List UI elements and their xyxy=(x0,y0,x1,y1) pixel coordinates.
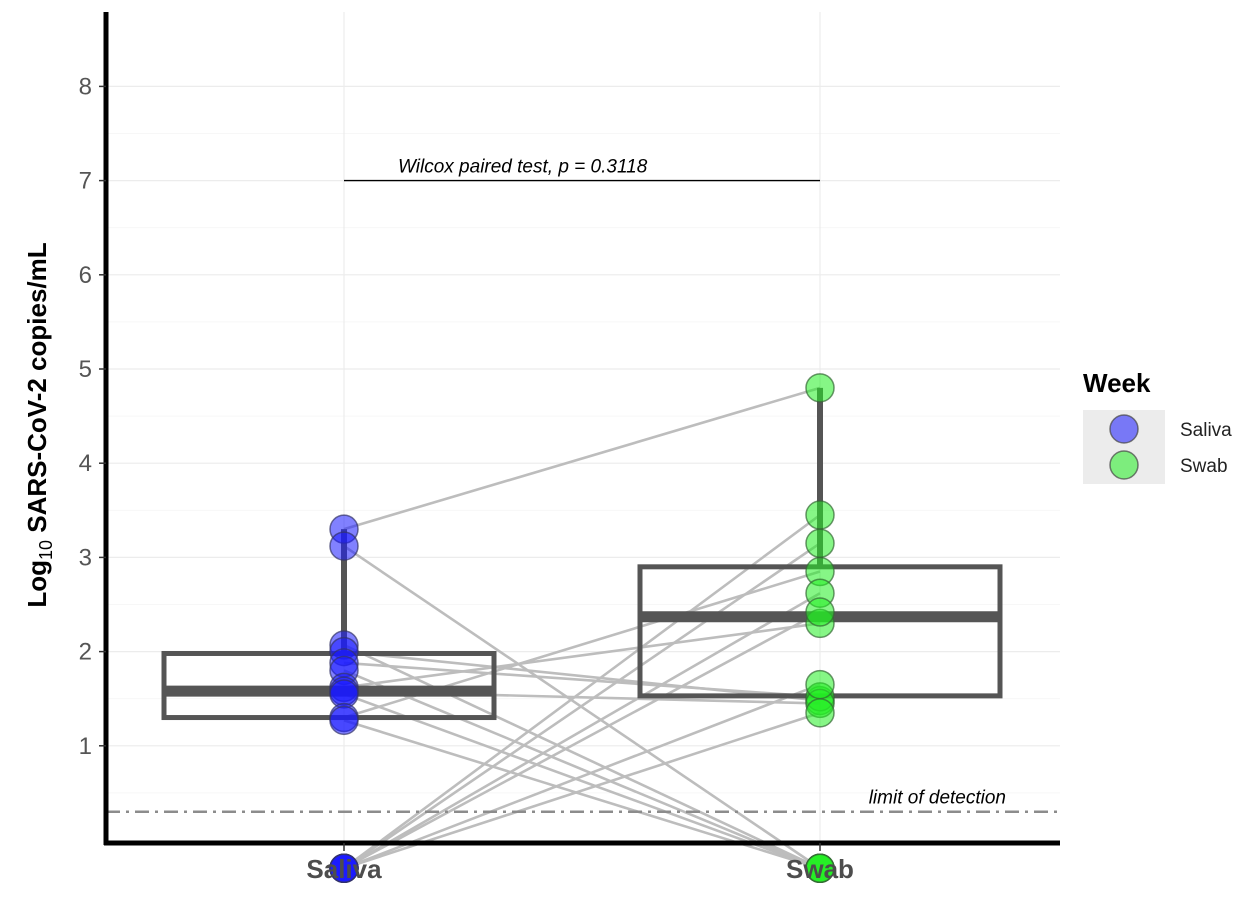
paired-lines xyxy=(343,386,821,870)
y-tick-label: 3 xyxy=(79,544,92,571)
legend-key-swab xyxy=(1109,450,1139,480)
point-swab xyxy=(805,597,835,627)
x-tick-label: Saliva xyxy=(306,854,382,884)
point-saliva xyxy=(329,853,359,884)
legend: Week Saliva Swab xyxy=(1083,368,1232,484)
boxplots xyxy=(161,387,1003,721)
paired-line xyxy=(343,692,821,870)
legend-label-saliva: Saliva xyxy=(1180,420,1232,441)
y-tick-label: 8 xyxy=(79,73,92,100)
point-swab xyxy=(805,669,835,700)
point-swab xyxy=(805,853,835,884)
y-tick-label: 1 xyxy=(79,733,92,760)
test-annotation-label: Wilcox paired test, p = 0.3118 xyxy=(398,157,648,178)
point-swab xyxy=(805,528,835,559)
legend-key-saliva xyxy=(1109,414,1139,444)
paired-line xyxy=(343,643,821,870)
paired-line xyxy=(343,386,821,531)
limit-of-detection-label: limit of detection xyxy=(869,788,1006,809)
paired-line xyxy=(343,542,821,870)
point-swab xyxy=(805,500,835,530)
x-tick-label: Swab xyxy=(786,854,854,884)
point-saliva xyxy=(329,531,359,561)
point-swab xyxy=(805,373,835,403)
y-tick-labels: 1 2 3 4 5 6 7 8 xyxy=(79,73,106,760)
paired-line xyxy=(343,683,821,870)
axes xyxy=(103,12,1060,846)
y-tick-label: 6 xyxy=(79,262,92,289)
x-tick-labels: Saliva Swab xyxy=(306,843,854,884)
y-tick-label: 5 xyxy=(79,356,92,383)
test-annotation: Wilcox paired test, p = 0.3118 xyxy=(344,157,820,182)
limit-of-detection-line: limit of detection xyxy=(106,788,1060,814)
paired-line xyxy=(343,610,821,870)
point-swab xyxy=(805,698,835,728)
box-saliva xyxy=(161,650,497,721)
y-axis-label: Log10 SARS-CoV-2 copies/mL xyxy=(22,242,56,607)
y-tick-label: 4 xyxy=(79,450,92,477)
paired-line xyxy=(343,592,821,870)
legend-label-swab: Swab xyxy=(1180,456,1228,477)
paired-line xyxy=(343,661,821,699)
paired-line xyxy=(343,669,821,870)
y-tick-label: 2 xyxy=(79,639,92,666)
paired-line xyxy=(343,513,821,870)
legend-title: Week xyxy=(1083,368,1151,398)
data-points xyxy=(329,373,835,884)
y-tick-label: 7 xyxy=(79,168,92,195)
point-saliva xyxy=(329,705,359,736)
paired-line xyxy=(343,622,821,689)
